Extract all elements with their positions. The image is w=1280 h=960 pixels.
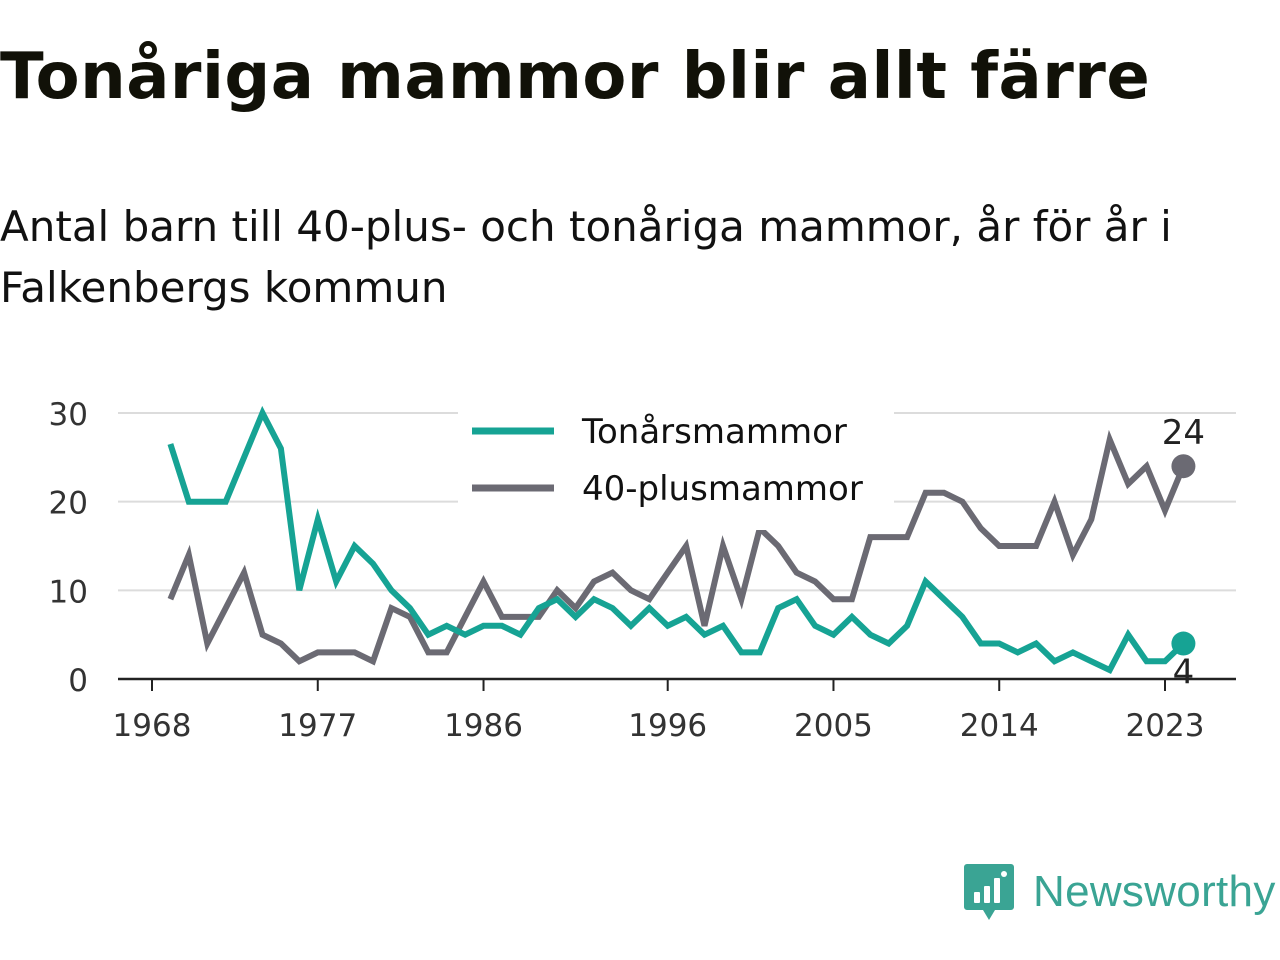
series-lines	[167, 405, 1187, 675]
x-tick-label: 2014	[960, 708, 1039, 744]
x-axis: 1968 1977 1986 1996 2005 2014 2023	[113, 677, 1236, 744]
legend: Tonårsmammor 40-plusmammor	[458, 410, 894, 530]
x-tick-label: 1986	[444, 708, 523, 744]
end-value-label: 4	[1173, 653, 1195, 693]
end-marker	[1171, 454, 1196, 479]
x-tick-label: 1977	[278, 708, 357, 744]
y-tick-label: 0	[68, 663, 88, 699]
end-labels: 4 24	[1162, 413, 1205, 692]
chart-title: Tonåriga mammor blir allt färre	[0, 40, 1151, 114]
end-marker	[1171, 631, 1196, 656]
x-tick-label: 1996	[628, 708, 707, 744]
y-tick-label: 20	[49, 486, 88, 522]
y-axis-ticks: 0 10 20 30	[49, 397, 88, 699]
line-chart: 0 10 20 30 1968 1977 1986 1996 2005 2014 2023 Ton…	[49, 397, 1236, 744]
chart-subtitle: Antal barn till 40-plus- och tonåriga ma…	[0, 202, 1172, 312]
legend-label: Tonårsmammor	[581, 412, 847, 452]
end-value-label: 24	[1162, 413, 1205, 453]
series-line-40-plusmammor	[167, 429, 1187, 666]
legend-label: 40-plusmammor	[582, 469, 863, 509]
y-tick-label: 10	[49, 574, 88, 610]
brand-name: Newsworthy	[1033, 867, 1276, 916]
newsworthy-logo: Newsworthy	[963, 862, 1276, 922]
bar-chart-speech-bubble-icon	[964, 864, 1014, 920]
x-tick-label: 1968	[113, 708, 192, 744]
x-tick-label: 2023	[1126, 708, 1205, 744]
x-tick-label: 2005	[794, 708, 873, 744]
series-line-tonarsmammor	[167, 405, 1186, 675]
y-tick-label: 30	[49, 397, 88, 433]
